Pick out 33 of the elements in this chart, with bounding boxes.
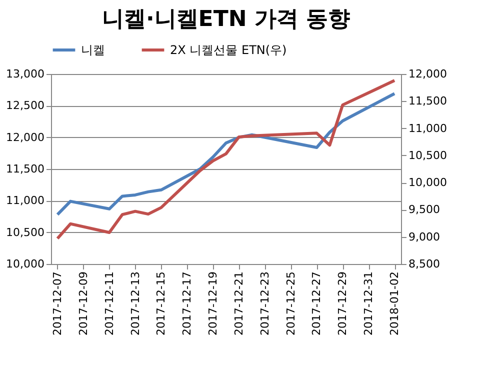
line-series (56, 79, 396, 240)
y-tick-label: 12,000 (6, 130, 44, 144)
x-tick-label: 2017-12-19 (206, 272, 220, 336)
y2-tick-label: 10,000 (408, 176, 447, 190)
x-tick-label: 2017-12-15 (154, 272, 168, 336)
x-tick-label: 2017-12-27 (310, 272, 324, 336)
y2-tick-label: 9,000 (408, 230, 440, 244)
y2-tick-label: 11,500 (408, 94, 447, 108)
y-tick-label: 13,000 (6, 68, 44, 80)
y2-tick-label: 9,500 (408, 203, 440, 216)
y2-tick-label: 8,500 (408, 258, 440, 270)
legend-label: 2X 니켈선물 ETN(우) (170, 43, 287, 57)
x-tick-label: 2017-12-21 (232, 272, 246, 336)
x-tick-label: 2017-12-31 (362, 272, 376, 336)
y-tick-label: 10,000 (6, 258, 44, 270)
y2-tick-label: 11,000 (408, 122, 447, 135)
y-tick-label: 11,500 (6, 162, 44, 176)
x-tick-label: 2017-12-25 (284, 272, 298, 336)
x-tick-label: 2017-12-13 (128, 272, 142, 336)
x-tick-label: 2017-12-09 (76, 272, 90, 336)
legend-label: 니켈 (81, 43, 105, 57)
y-tick-label: 10,500 (6, 226, 44, 239)
x-tick-label: 2017-12-23 (258, 272, 272, 336)
y2-tick-label: 10,500 (408, 148, 447, 162)
x-tick-label: 2017-12-17 (180, 272, 194, 336)
y2-tick-label: 12,000 (408, 68, 447, 80)
chart-title: 니켈·니켈ETN 가격 동향 (102, 7, 350, 32)
y-tick-label: 12,500 (6, 99, 44, 112)
x-tick-label: 2017-12-11 (102, 272, 116, 336)
x-tick-label: 2018-01-02 (388, 272, 402, 336)
x-tick-label: 2017-12-07 (50, 272, 64, 336)
y-tick-label: 11,000 (6, 194, 44, 208)
x-tick-label: 2017-12-29 (336, 272, 350, 336)
